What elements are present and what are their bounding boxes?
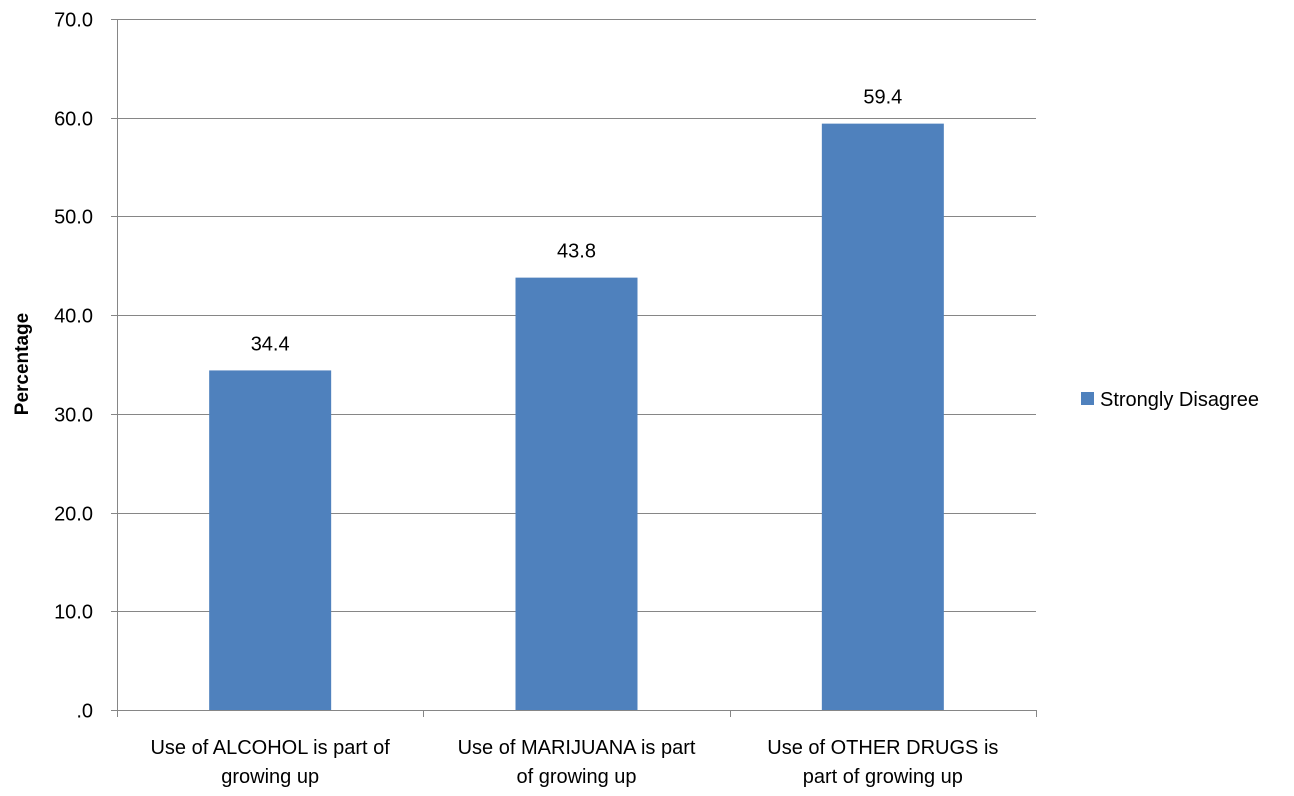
data-label: 59.4 [863, 87, 902, 109]
y-tick-labels: .0 10.0 20.0 30.0 40.0 50.0 60.0 70.0 [54, 10, 93, 723]
x-tick-label: Use of OTHER DRUGS is [767, 737, 998, 759]
x-tick-label: Use of ALCOHOL is part of [150, 737, 390, 759]
y-axis-label: Percentage [12, 313, 33, 415]
x-tick-labels: Use of ALCOHOL is part of growing up Use o… [150, 737, 998, 788]
data-labels: 34.4 43.8 59.4 [251, 87, 903, 356]
y-tick-label: 40.0 [54, 306, 93, 328]
legend-swatch [1081, 392, 1094, 405]
x-tick-label: growing up [221, 766, 319, 788]
axes [111, 19, 1037, 717]
y-tick-label: .0 [76, 701, 93, 723]
bar [821, 123, 944, 710]
x-tick-label: of growing up [516, 766, 636, 788]
legend: Strongly Disagree [1081, 389, 1259, 411]
y-tick-label: 20.0 [54, 504, 93, 526]
y-tick-label: 60.0 [54, 109, 93, 131]
legend-label: Strongly Disagree [1100, 389, 1259, 411]
y-tick-label: 70.0 [54, 10, 93, 32]
bars [209, 123, 944, 710]
y-tick-label: 50.0 [54, 207, 93, 229]
x-tick-label: part of growing up [803, 766, 963, 788]
data-label: 43.8 [557, 241, 596, 263]
x-tick-label: Use of MARIJUANA is part [458, 737, 696, 759]
bar [209, 370, 332, 710]
bar [515, 277, 638, 710]
y-tick-label: 10.0 [54, 602, 93, 624]
data-label: 34.4 [251, 333, 290, 355]
y-tick-label: 30.0 [54, 405, 93, 427]
